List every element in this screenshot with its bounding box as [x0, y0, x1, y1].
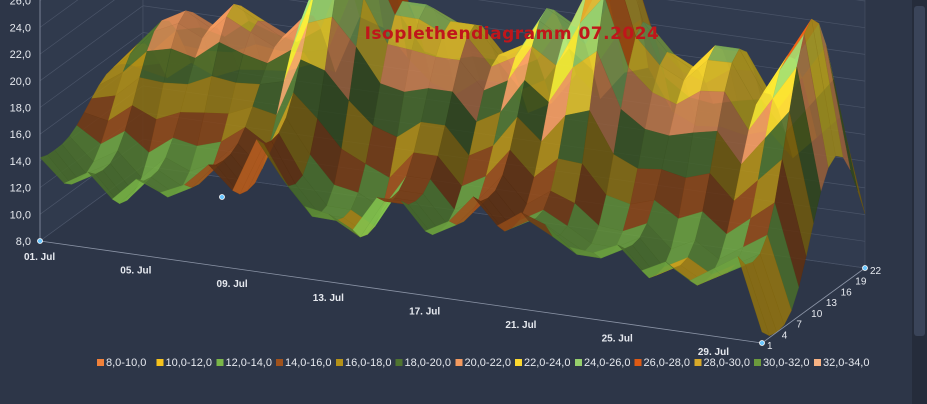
- legend-entry-label: 16,0-18,0: [345, 357, 391, 369]
- depth-tick-label: 10: [811, 309, 823, 320]
- x-tick-label: 29. Jul: [698, 347, 729, 358]
- surface-plot: [39, 0, 866, 337]
- legend-swatch: [216, 359, 224, 366]
- depth-tick-label: 13: [826, 298, 838, 309]
- legend-swatch: [575, 359, 582, 366]
- vertical-scrollbar[interactable]: [912, 0, 927, 404]
- depth-axis-line: [761, 267, 866, 344]
- y-tick-label: 8,0: [16, 236, 31, 248]
- legend-entry-label: 18,0-20,0: [405, 357, 451, 369]
- x-tick-label: 13. Jul: [313, 293, 344, 304]
- depth-tick-label: 7: [796, 320, 802, 331]
- x-tick-label: 17. Jul: [409, 306, 440, 317]
- legend-entry-label: 30,0-32,0: [763, 357, 809, 369]
- legend-swatch: [395, 359, 403, 366]
- y-tick-label: 20,0: [10, 76, 31, 88]
- y-tick-label: 26,0: [10, 0, 31, 8]
- x-tick-label: 25. Jul: [602, 334, 633, 345]
- depth-tick-label: 4: [782, 330, 788, 341]
- legend-swatch: [754, 359, 761, 366]
- legend-entry-label: 8,0-10,0: [106, 357, 146, 369]
- legend-swatch: [97, 359, 104, 366]
- legend-entry-label: 22,0-24,0: [524, 357, 570, 369]
- legend-swatch: [276, 359, 283, 366]
- surface-facet: [737, 256, 770, 337]
- chart-axes: [37, 0, 868, 346]
- legend-swatch: [814, 359, 821, 366]
- axis-handle: [219, 194, 225, 200]
- y-tick-label: 24,0: [10, 22, 31, 34]
- legend-swatch: [515, 359, 522, 366]
- legend-entry-label: 12,0-14,0: [226, 357, 272, 369]
- axis-handle: [759, 340, 765, 346]
- legend-entry-label: 32,0-34,0: [823, 357, 869, 369]
- depth-tick-label: 22: [870, 266, 882, 277]
- y-tick-label: 14,0: [10, 156, 31, 168]
- x-tick-label: 21. Jul: [505, 320, 536, 331]
- y-tick-label: 16,0: [10, 129, 31, 141]
- chart-legend: 8,0-10,0 10,0-12,0 12,0-14,0 14,0-16,0 16,0-…: [97, 357, 869, 369]
- legend-swatch: [694, 359, 702, 366]
- legend-entry-label: 14,0-16,0: [285, 357, 331, 369]
- x-tick-label: 05. Jul: [120, 266, 151, 277]
- legend-entry-label: 28,0-30,0: [704, 357, 750, 369]
- scrollbar-thumb[interactable]: [914, 6, 925, 336]
- legend-entry-label: 20,0-22,0: [465, 357, 511, 369]
- y-tick-label: 22,0: [10, 49, 31, 61]
- axis-handle: [862, 265, 868, 271]
- axis-handle: [37, 238, 43, 244]
- x-tick-label: 09. Jul: [217, 279, 248, 290]
- legend-entry-label: 10,0-12,0: [166, 357, 212, 369]
- y-axis-ticks: 8,010,012,014,016,018,020,022,024,026,02…: [10, 0, 31, 248]
- legend-swatch: [156, 359, 164, 366]
- depth-tick-label: 16: [841, 287, 853, 298]
- depth-tick-label: 1: [767, 341, 773, 352]
- depth-tick-label: 19: [855, 277, 867, 288]
- y-tick-label: 12,0: [10, 183, 31, 195]
- legend-swatch: [455, 359, 463, 366]
- chart-title: Isoplethendiagramm 07.2024: [365, 24, 660, 44]
- y-tick-label: 18,0: [10, 103, 31, 115]
- x-axis-line: [39, 240, 763, 344]
- x-axis-ticks: 01. Jul 05. Jul 09. Jul 13. Jul 17. Jul 21. J…: [24, 252, 729, 358]
- legend-swatch: [634, 359, 642, 366]
- y-tick-label: 10,0: [10, 209, 31, 221]
- x-tick-label: 01. Jul: [24, 252, 55, 263]
- legend-entry-label: 24,0-26,0: [584, 357, 630, 369]
- legend-swatch: [336, 359, 343, 366]
- legend-entry-label: 26,0-28,0: [644, 357, 690, 369]
